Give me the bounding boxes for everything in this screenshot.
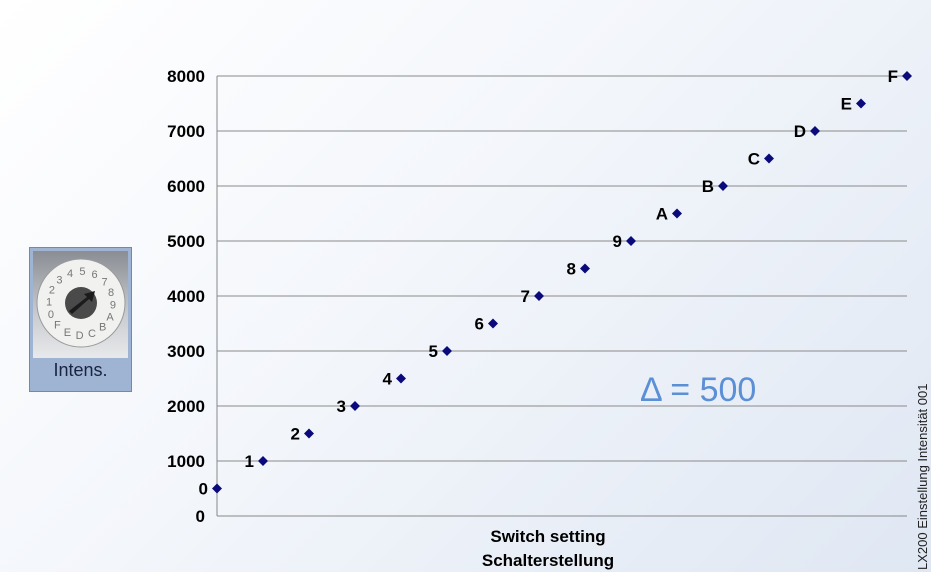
dial-digit: 5 xyxy=(79,266,85,278)
point-label: 1 xyxy=(245,452,254,471)
data-point xyxy=(258,456,268,466)
arrow-icon xyxy=(69,291,95,314)
y-tick-label: 7000 xyxy=(167,122,205,141)
data-point xyxy=(856,98,866,109)
dial-digit: C xyxy=(88,328,96,340)
point-label: 0 xyxy=(199,480,208,499)
point-label: E xyxy=(841,95,852,114)
y-tick-label: 3000 xyxy=(167,342,205,361)
y-tick-labels: 0 1000 2000 3000 4000 5000 6000 7000 8000 xyxy=(167,67,205,526)
dial-digit: E xyxy=(64,327,71,339)
point-label: D xyxy=(794,122,806,141)
data-point xyxy=(396,373,406,384)
grid xyxy=(217,75,907,462)
point-label: C xyxy=(748,150,760,169)
data-point xyxy=(488,318,498,329)
data-point xyxy=(534,291,544,301)
data-point xyxy=(626,236,636,246)
data-point xyxy=(718,181,728,191)
y-tick-label: 5000 xyxy=(167,232,205,251)
dial-digit: F xyxy=(54,320,61,332)
point-label: 4 xyxy=(383,370,393,389)
dial-digit: 4 xyxy=(67,268,73,280)
y-tick-label: 4000 xyxy=(167,287,205,306)
data-point xyxy=(580,263,590,274)
dial-digit: D xyxy=(76,330,84,342)
data-point xyxy=(212,483,222,494)
dial-digit: 1 xyxy=(46,297,52,309)
dial-digit: B xyxy=(99,322,106,334)
point-label: 5 xyxy=(429,342,438,361)
dial-digit: 6 xyxy=(91,269,97,281)
data-point xyxy=(350,401,360,411)
point-label: 8 xyxy=(567,260,576,279)
point-label: 6 xyxy=(475,315,484,334)
dial-digit: 2 xyxy=(49,284,55,296)
point-label: B xyxy=(702,177,714,196)
point-label: A xyxy=(656,205,668,224)
point-label: 7 xyxy=(521,287,530,306)
data-point xyxy=(810,126,820,136)
point-labels: 0 1 2 3 4 5 6 7 8 9 A B C D E F xyxy=(199,67,898,499)
x-axis-label-line2: Schalterstellung xyxy=(482,551,614,570)
dial-digit: 8 xyxy=(108,287,114,299)
y-tick-label: 6000 xyxy=(167,177,205,196)
point-label: 3 xyxy=(337,397,346,416)
dial-caption: Intens. xyxy=(53,360,108,380)
y-tick-label: 8000 xyxy=(167,67,205,86)
data-point xyxy=(304,428,314,439)
dial-digit: 3 xyxy=(56,274,62,286)
data-points xyxy=(212,71,912,494)
data-point xyxy=(764,153,774,164)
x-axis-label-line1: Switch setting xyxy=(490,527,605,546)
point-label: F xyxy=(888,67,898,86)
dial-digit: 7 xyxy=(102,276,108,288)
delta-annotation: Δ = 500 xyxy=(640,371,756,409)
dial-digit: 0 xyxy=(48,309,54,321)
data-point xyxy=(442,346,452,356)
side-note: LX200 Einstellung Intensität 001 xyxy=(915,384,930,570)
dial-digit: A xyxy=(106,312,114,324)
data-point xyxy=(902,71,912,81)
data-point xyxy=(672,208,682,219)
y-tick-label: 0 xyxy=(196,507,205,526)
y-tick-label: 2000 xyxy=(167,397,205,416)
dial-digit: 9 xyxy=(110,299,116,311)
point-label: 9 xyxy=(613,232,622,251)
point-label: 2 xyxy=(291,425,300,444)
y-tick-label: 1000 xyxy=(167,452,205,471)
